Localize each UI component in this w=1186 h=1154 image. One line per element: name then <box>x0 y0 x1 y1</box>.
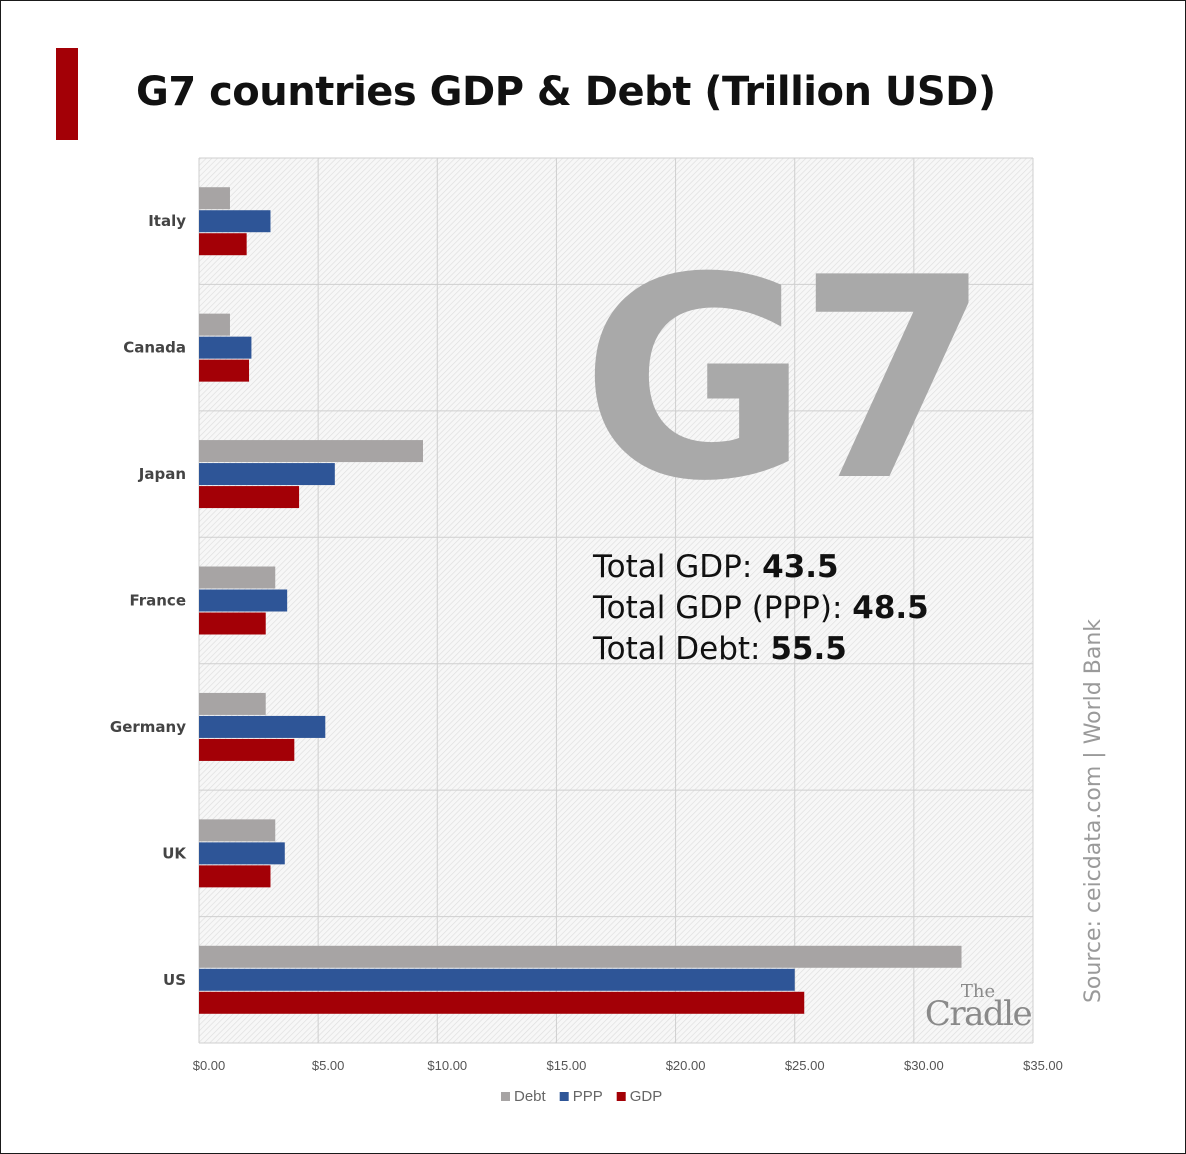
bar-uk-debt <box>199 819 276 842</box>
the-cradle-logo: The Cradle <box>923 981 1033 1034</box>
legend-swatch-debt <box>501 1092 510 1101</box>
total-gdp-label: Total GDP: <box>593 549 763 585</box>
total-debt-label: Total Debt: <box>593 631 771 667</box>
bar-uk-ppp <box>199 842 285 865</box>
category-label-canada: Canada <box>123 339 186 357</box>
x-tick-label: $5.00 <box>312 1058 345 1073</box>
title-accent-bar <box>56 48 78 140</box>
chart-title: G7 countries GDP & Debt (Trillion USD) <box>136 69 996 115</box>
bar-japan-gdp <box>199 486 300 509</box>
bar-us-gdp <box>199 991 805 1014</box>
bar-italy-gdp <box>199 233 247 256</box>
bar-france-ppp <box>199 589 288 612</box>
bar-italy-debt <box>199 187 230 210</box>
x-tick-label: $20.00 <box>666 1058 706 1073</box>
x-tick-label: $15.00 <box>547 1058 587 1073</box>
category-label-us: US <box>163 971 186 989</box>
legend: Debt PPP GDP <box>501 1088 662 1105</box>
g7-watermark: G7 <box>581 218 979 542</box>
total-ppp-value: 48.5 <box>852 590 929 626</box>
bar-canada-debt <box>199 313 230 336</box>
category-labels: Italy Canada Japan France Germany UK US <box>110 212 187 989</box>
bar-series <box>199 187 962 1014</box>
total-debt-line: Total Debt: 55.5 <box>593 629 929 670</box>
legend-swatch-gdp <box>616 1092 626 1101</box>
bar-italy-ppp <box>199 210 271 233</box>
plot-area-background <box>199 158 1033 1043</box>
bar-japan-ppp <box>199 463 335 486</box>
logo-line-the: The <box>960 981 996 1002</box>
bar-germany-debt <box>199 692 266 715</box>
bar-canada-gdp <box>199 359 250 382</box>
x-tick-label: $0.00 <box>193 1058 226 1073</box>
total-ppp-line: Total GDP (PPP): 48.5 <box>593 588 929 629</box>
totals-block: Total GDP: 43.5 Total GDP (PPP): 48.5 To… <box>593 547 929 670</box>
x-axis-ticks: $0.00 $5.00 $10.00 $15.00 $20.00 $25.00 $30.00… <box>193 1058 1063 1073</box>
bar-us-ppp <box>199 968 795 991</box>
legend-label-gdp: GDP <box>630 1088 663 1105</box>
bar-france-gdp <box>199 612 266 635</box>
bar-japan-debt <box>199 440 423 463</box>
logo-line-cradle: Cradle <box>924 994 1033 1034</box>
total-gdp-line: Total GDP: 43.5 <box>593 547 929 588</box>
category-label-germany: Germany <box>110 718 186 736</box>
x-tick-label: $25.00 <box>785 1058 825 1073</box>
x-tick-label: $10.00 <box>427 1058 467 1073</box>
total-gdp-value: 43.5 <box>762 549 839 585</box>
bar-france-debt <box>199 566 276 589</box>
total-ppp-label: Total GDP (PPP): <box>593 590 853 626</box>
x-tick-label: $30.00 <box>904 1058 944 1073</box>
bar-us-debt <box>199 945 962 968</box>
bar-uk-gdp <box>199 865 271 888</box>
category-label-france: France <box>129 592 186 610</box>
bar-canada-ppp <box>199 336 252 359</box>
category-label-uk: UK <box>162 844 187 862</box>
legend-swatch-ppp <box>559 1092 569 1101</box>
grid-lines <box>198 157 1034 1044</box>
category-label-japan: Japan <box>138 465 186 483</box>
category-label-italy: Italy <box>148 212 186 230</box>
legend-label-ppp: PPP <box>573 1088 603 1105</box>
total-debt-value: 55.5 <box>770 631 847 667</box>
legend-label-debt: Debt <box>514 1088 547 1105</box>
bar-germany-ppp <box>199 715 326 738</box>
source-credit: Source: ceicdata.com | World Bank <box>1081 618 1106 1004</box>
bar-germany-gdp <box>199 738 295 761</box>
x-tick-label: $35.00 <box>1023 1058 1063 1073</box>
